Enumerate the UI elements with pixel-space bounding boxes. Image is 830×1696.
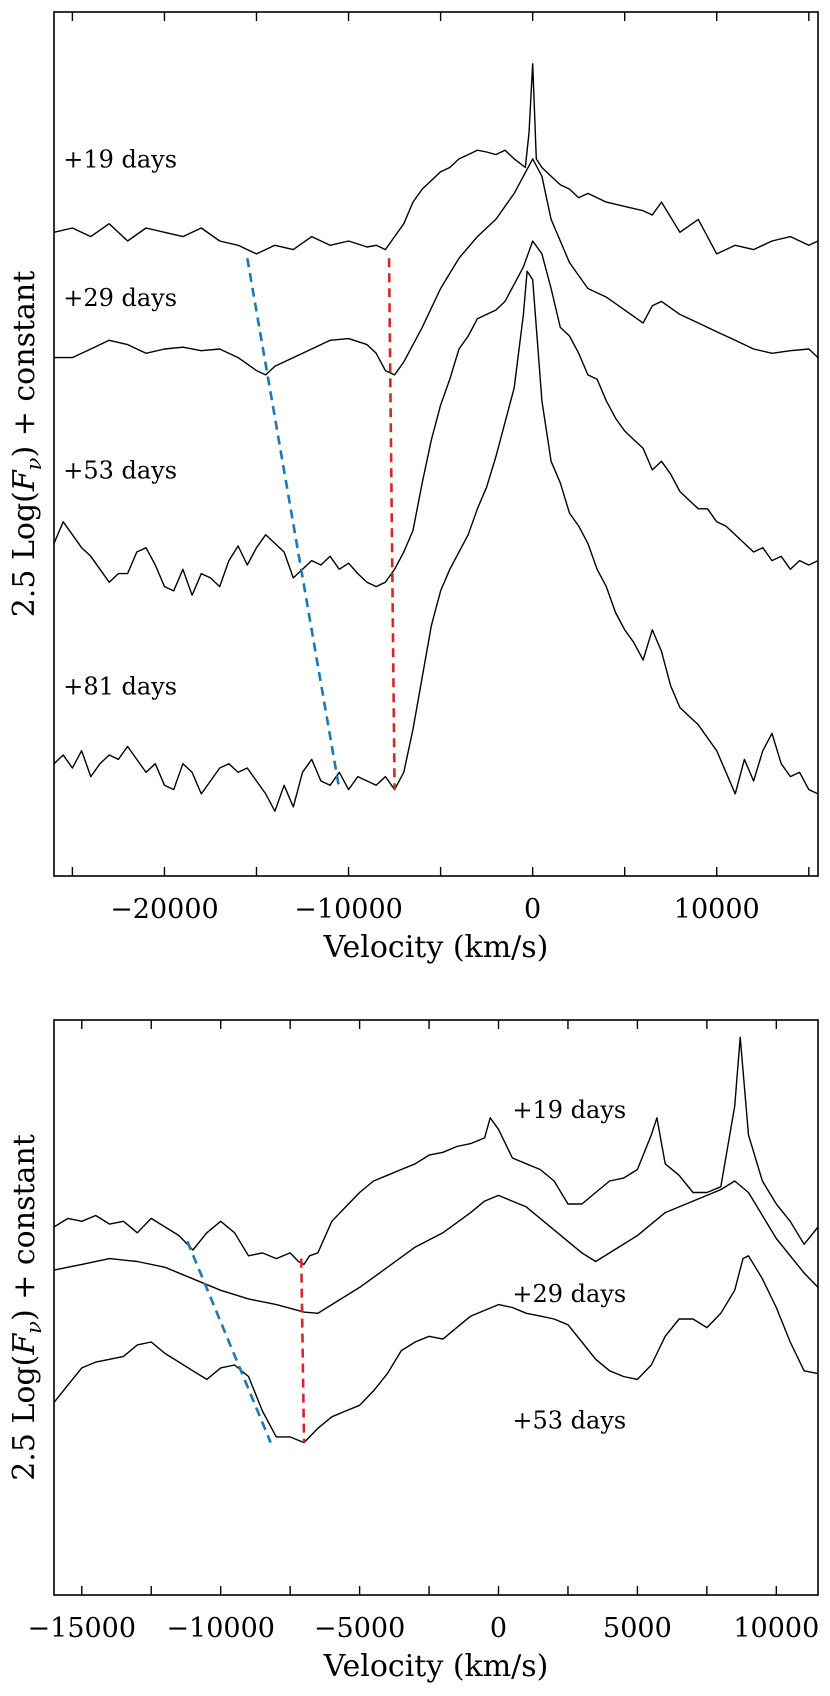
spectrum-line-29-days bbox=[53, 1180, 819, 1314]
plot-frame bbox=[53, 11, 819, 877]
red-marker bbox=[387, 258, 396, 790]
y-label-symbol: F bbox=[7, 469, 42, 492]
y-axis-label: 2.5 Log(Fν) + constant bbox=[7, 1134, 46, 1481]
epoch-label-29-days: +29 days bbox=[512, 1280, 626, 1308]
spectrum-line-81-days bbox=[53, 270, 819, 812]
x-axis-label: Velocity (km/s) bbox=[323, 1649, 549, 1684]
y-label-subscript: ν bbox=[22, 457, 46, 470]
spectrum-line-53-days bbox=[53, 1255, 819, 1444]
spectrum-line-29-days bbox=[54, 158, 819, 376]
epoch-label-53-days: +53 days bbox=[63, 457, 177, 485]
plot-frame bbox=[53, 1019, 819, 1596]
spectrum-line-19-days bbox=[53, 1036, 819, 1266]
x-tick-label: −5000 bbox=[314, 1613, 405, 1644]
x-tick-label: 0 bbox=[490, 1613, 507, 1644]
x-tick-label: −10000 bbox=[166, 1613, 275, 1644]
x-tick-label: −15000 bbox=[28, 1613, 137, 1644]
x-tick-label: −20000 bbox=[110, 894, 219, 925]
y-label-suffix: ) + constant bbox=[7, 271, 42, 458]
x-tick-label: −10000 bbox=[294, 894, 403, 925]
y-label-symbol: F bbox=[7, 1333, 42, 1356]
x-tick-label: 0 bbox=[524, 894, 541, 925]
top-spectrum-panel: −20000 −10000 0 10000 Velocity (km/s) 2.5 Log… bbox=[7, 11, 819, 965]
red-marker bbox=[299, 1258, 306, 1443]
blue-marker bbox=[186, 1240, 272, 1444]
y-label-subscript: ν bbox=[22, 1321, 46, 1334]
x-tick-label: 10000 bbox=[674, 894, 760, 925]
x-tick-label: 5000 bbox=[603, 1613, 672, 1644]
epoch-label-19-days: +19 days bbox=[63, 146, 177, 174]
bottom-spectrum-panel: −15000 −10000 −5000 0 5000 10000 Velocity (km/… bbox=[7, 1019, 819, 1684]
y-label-prefix: 2.5 Log( bbox=[7, 1355, 42, 1481]
epoch-label-53-days: +53 days bbox=[512, 1406, 626, 1434]
x-tick-label: 10000 bbox=[733, 1613, 819, 1644]
spectrum-line-53-days bbox=[53, 240, 819, 596]
blue-marker bbox=[246, 258, 341, 790]
y-axis-label: 2.5 Log(Fν) + constant bbox=[7, 271, 46, 618]
spectrum-line-19-days bbox=[53, 63, 819, 255]
epoch-label-29-days: +29 days bbox=[63, 284, 177, 312]
x-axis-label: Velocity (km/s) bbox=[323, 930, 549, 965]
y-label-suffix: ) + constant bbox=[7, 1134, 42, 1321]
epoch-label-81-days: +81 days bbox=[63, 673, 177, 701]
y-label-prefix: 2.5 Log( bbox=[7, 491, 42, 617]
epoch-label-19-days: +19 days bbox=[512, 1096, 626, 1124]
